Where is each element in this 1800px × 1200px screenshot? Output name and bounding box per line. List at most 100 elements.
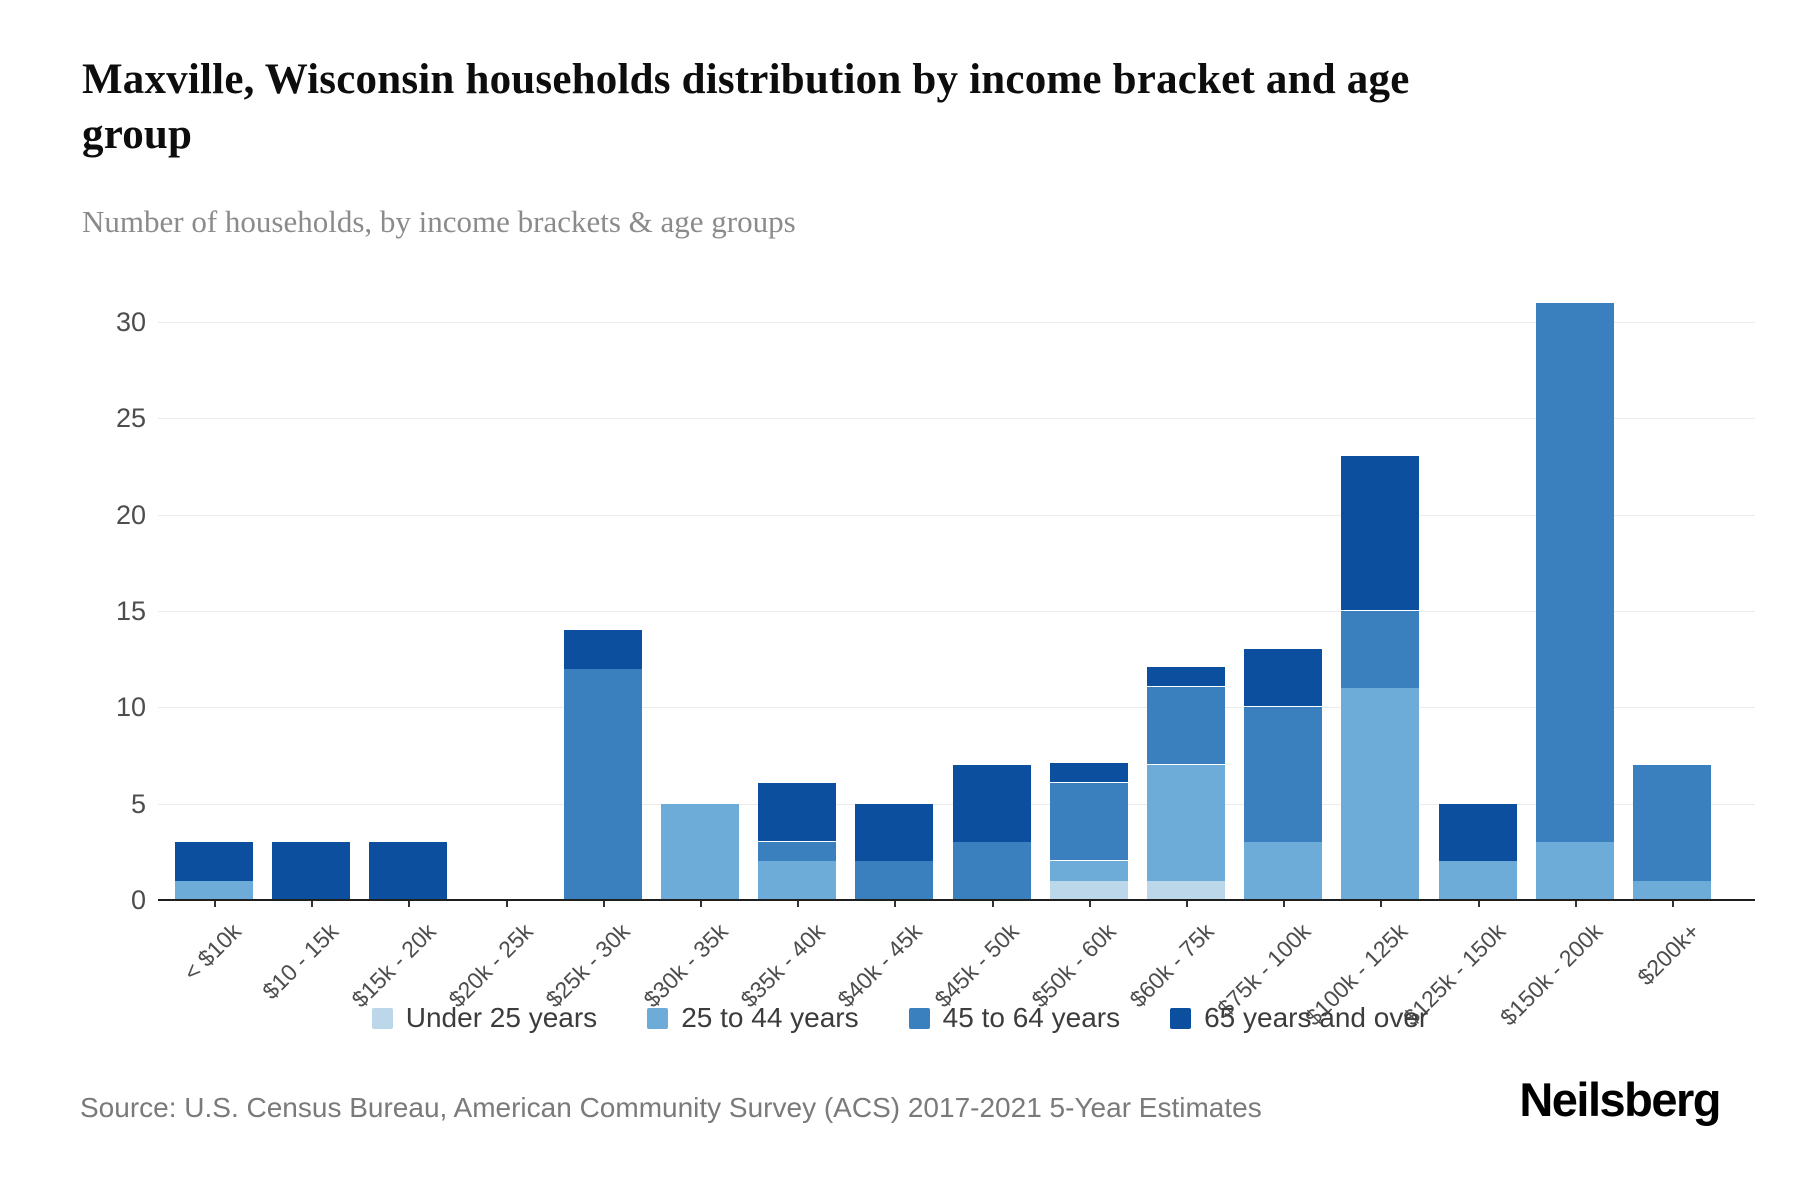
bar-segment (1341, 454, 1420, 610)
bar-segment (952, 764, 1031, 843)
y-tick-label: 25 (115, 403, 146, 434)
x-tick-mark (1283, 900, 1286, 907)
x-tick-mark (1574, 900, 1577, 907)
x-tick-mark (311, 900, 314, 907)
legend-swatch (1170, 1007, 1192, 1029)
x-tick-mark (797, 900, 800, 907)
gridline-y30 (158, 321, 1755, 323)
neilsberg-logo: Neilsberg (1519, 1073, 1721, 1126)
bar-segment (1244, 706, 1323, 843)
bar-segment (1341, 688, 1420, 900)
bar--45k-50k (952, 764, 1031, 900)
x-axis-line (158, 899, 1755, 901)
bar--200k- (1633, 764, 1711, 900)
legend-item: 65 years and over (1170, 1002, 1428, 1034)
bar--10k (175, 841, 253, 900)
x-tick-mark (214, 900, 216, 907)
x-tick-mark (1186, 900, 1188, 907)
x-tick-label: $10 - 15k (257, 918, 344, 1005)
bar--15k-20k (369, 842, 448, 900)
legend-label: 45 to 64 years (942, 1002, 1121, 1033)
bar--50k-60k (1049, 762, 1128, 900)
bar-segment (1147, 764, 1225, 881)
bar-segment (1147, 686, 1225, 765)
bar--25k-30k (563, 629, 642, 900)
bar-segment (1049, 860, 1128, 881)
bar--40k-45k (855, 802, 934, 900)
bar--100k-125k (1341, 454, 1420, 900)
x-tick-label: $200k+ (1632, 918, 1705, 991)
legend-label: Under 25 years (405, 1002, 598, 1033)
bar-segment (175, 841, 253, 881)
bar-segment (1535, 301, 1614, 843)
bar--10-15k (272, 842, 351, 900)
bar-segment (1049, 880, 1128, 900)
bar--30k-35k (661, 803, 739, 900)
bar-segment (661, 803, 739, 900)
bar-segment (855, 861, 934, 900)
bar-segment (1633, 880, 1711, 900)
bar-segment (952, 842, 1031, 900)
legend: Under 25 years 25 to 44 years 45 to 64 yea… (150, 1002, 1650, 1034)
bar-segment (369, 842, 448, 900)
legend-swatch (647, 1007, 669, 1029)
bar-segment (758, 782, 837, 842)
bar-segment (175, 880, 253, 900)
source-note: Source: U.S. Census Bureau, American Com… (80, 1092, 1262, 1123)
bar--60k-75k (1147, 665, 1225, 900)
x-tick-label: $60k - 75k (1124, 918, 1219, 1013)
y-tick-label: 15 (115, 595, 146, 626)
y-tick-label: 30 (115, 306, 146, 337)
legend-label: 65 years and over (1204, 1002, 1429, 1033)
x-tick-label: $30k - 35k (638, 918, 733, 1013)
x-tick-label: $45k - 50k (929, 918, 1024, 1013)
x-tick-label: $50k - 60k (1026, 918, 1122, 1013)
bar--125k-150k (1438, 802, 1517, 900)
x-tick-mark (700, 900, 702, 907)
gridline-y15 (158, 610, 1755, 612)
x-tick-mark (1088, 900, 1091, 907)
bar-segment (855, 802, 934, 862)
y-tick-label: 5 (130, 788, 146, 819)
bar-segment (1633, 764, 1711, 881)
bar-segment (1049, 782, 1128, 861)
gridline-y10 (158, 707, 1755, 709)
x-tick-label: $25k - 30k (540, 918, 636, 1013)
bar--35k-40k (758, 782, 837, 900)
bar-segment (758, 861, 837, 900)
y-tick-label: 20 (115, 499, 146, 530)
x-tick-mark (894, 900, 897, 907)
x-tick-label: $35k - 40k (735, 918, 830, 1013)
bar-segment (1147, 665, 1225, 687)
bar-segment (1535, 842, 1614, 900)
legend-swatch (908, 1007, 930, 1029)
x-tick-mark (408, 900, 411, 907)
bar-segment (1438, 861, 1517, 900)
bar-segment (563, 668, 642, 900)
y-tick-label: 0 (130, 885, 146, 915)
bar-segment (272, 842, 351, 900)
legend-item: 45 to 64 years (908, 1002, 1121, 1034)
bar-segment (1049, 762, 1128, 783)
bar-segment (563, 629, 642, 669)
x-tick-mark (602, 900, 605, 907)
x-tick-mark (1477, 900, 1480, 907)
legend-swatch (371, 1007, 393, 1029)
x-tick-label: $40k - 45k (832, 918, 927, 1013)
chart-subtitle: Number of households, by income brackets… (82, 204, 796, 239)
bar-segment (1147, 880, 1225, 900)
x-tick-mark (505, 900, 508, 907)
x-tick-mark (991, 900, 994, 907)
gridline-y25 (158, 418, 1755, 420)
bar--75k-100k (1244, 647, 1323, 900)
bar-segment (1244, 842, 1323, 900)
x-tick-mark (1672, 900, 1674, 907)
legend-item: 25 to 44 years (647, 1002, 859, 1034)
x-tick-label: $15k - 20k (346, 918, 441, 1013)
legend-label: 25 to 44 years (681, 1002, 859, 1033)
bar-segment (1341, 609, 1420, 689)
x-tick-mark (1380, 900, 1383, 907)
bar-segment (758, 841, 837, 862)
x-tick-label: < $10k (178, 918, 247, 986)
